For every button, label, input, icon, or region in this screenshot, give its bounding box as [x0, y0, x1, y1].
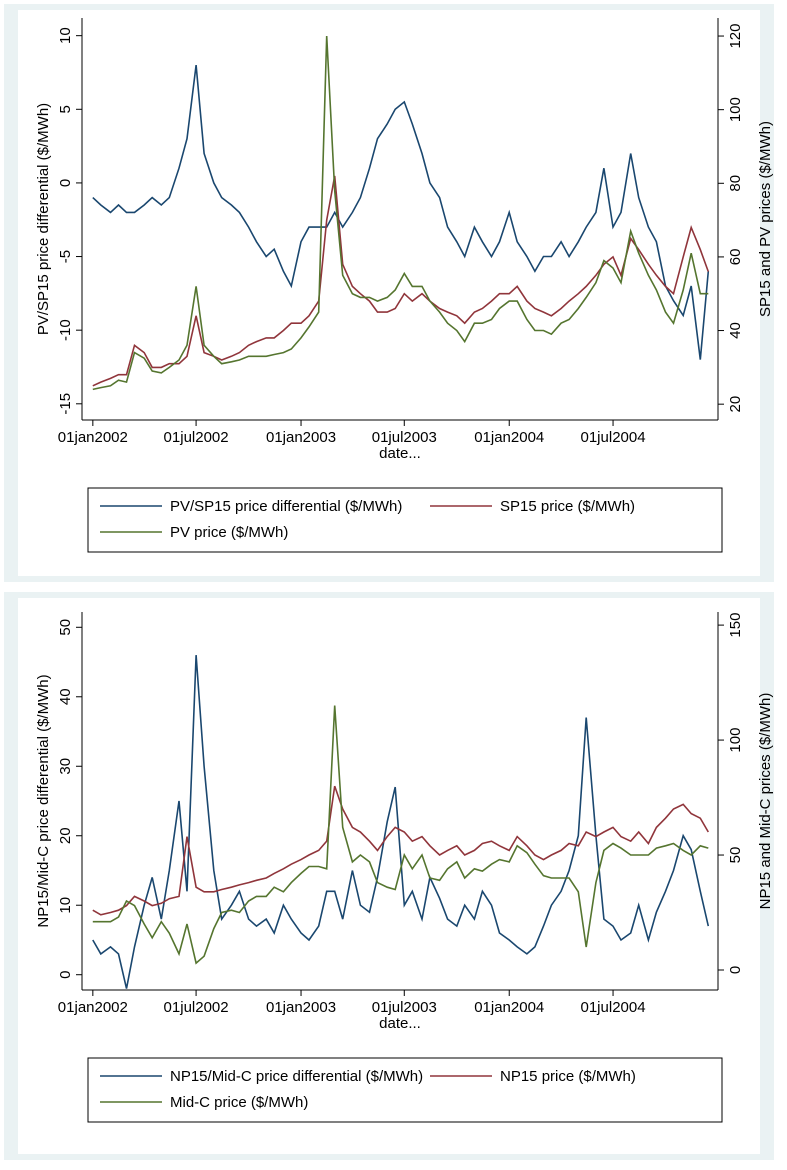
x-tick-label: 01jan2002: [58, 999, 128, 1016]
y2-tick-label: 60: [727, 249, 744, 266]
y-tick-label: -5: [57, 250, 74, 263]
x-tick-label: 01jan2002: [58, 429, 128, 446]
legend-box: [87, 1057, 723, 1123]
y2-tick-label: 80: [727, 175, 744, 192]
y-tick-label: 30: [57, 758, 74, 775]
y-axis-title: PV/SP15 price differential ($/MWh): [35, 103, 52, 335]
y-tick-label: 5: [57, 105, 74, 113]
y-tick-label: 50: [57, 619, 74, 636]
y2-axis-title: NP15 and Mid-C prices ($/MWh): [757, 693, 774, 910]
y2-tick-label: 50: [727, 847, 744, 864]
y2-tick-label: 100: [727, 728, 744, 753]
legend-label: PV price ($/MWh): [170, 524, 288, 541]
y-tick-label: 10: [57, 27, 74, 44]
y-tick-label: 0: [57, 971, 74, 979]
x-tick-label: 01jan2004: [474, 429, 544, 446]
data-line: [92, 705, 709, 965]
y-tick-label: -15: [57, 393, 74, 415]
x-axis-title: date...: [379, 1015, 421, 1032]
x-tick-label: 01jul2003: [372, 429, 437, 446]
x-tick-label: 01jan2003: [266, 999, 336, 1016]
y2-tick-label: 40: [727, 322, 744, 339]
legend-label: SP15 price ($/MWh): [500, 498, 635, 515]
y2-tick-label: 120: [727, 24, 744, 49]
legend-label: PV/SP15 price differential ($/MWh): [170, 498, 402, 515]
legend-label: NP15/Mid-C price differential ($/MWh): [170, 1068, 423, 1085]
y2-tick-label: 20: [727, 396, 744, 413]
y-tick-label: -10: [57, 319, 74, 341]
y2-tick-label: 0: [727, 966, 744, 974]
x-tick-label: 01jul2004: [581, 429, 646, 446]
y-axis-title: NP15/Mid-C price differential ($/MWh): [35, 674, 52, 927]
x-tick-label: 01jul2002: [164, 429, 229, 446]
data-line: [92, 655, 710, 989]
legend-label: NP15 price ($/MWh): [500, 1068, 636, 1085]
x-tick-label: 01jul2002: [164, 999, 229, 1016]
legend-label: Mid-C price ($/MWh): [170, 1094, 308, 1111]
graph-region: [18, 10, 760, 576]
legend-box: [87, 487, 723, 553]
x-tick-label: 01jul2003: [372, 999, 437, 1016]
x-tick-label: 01jan2004: [474, 999, 544, 1016]
y-tick-label: 0: [57, 179, 74, 187]
data-line: [92, 785, 709, 916]
y-tick-label: 20: [57, 827, 74, 844]
y-tick-label: 10: [57, 897, 74, 914]
x-axis-title: date...: [379, 445, 421, 462]
data-line: [92, 175, 710, 387]
x-tick-label: 01jul2004: [581, 999, 646, 1016]
y2-tick-label: 150: [727, 613, 744, 638]
y-tick-label: 40: [57, 688, 74, 705]
x-tick-label: 01jan2003: [266, 429, 336, 446]
y2-axis-title: SP15 and PV prices ($/MWh): [757, 121, 774, 317]
data-line: [92, 65, 710, 360]
data-line: [92, 35, 709, 391]
y2-tick-label: 100: [727, 97, 744, 122]
